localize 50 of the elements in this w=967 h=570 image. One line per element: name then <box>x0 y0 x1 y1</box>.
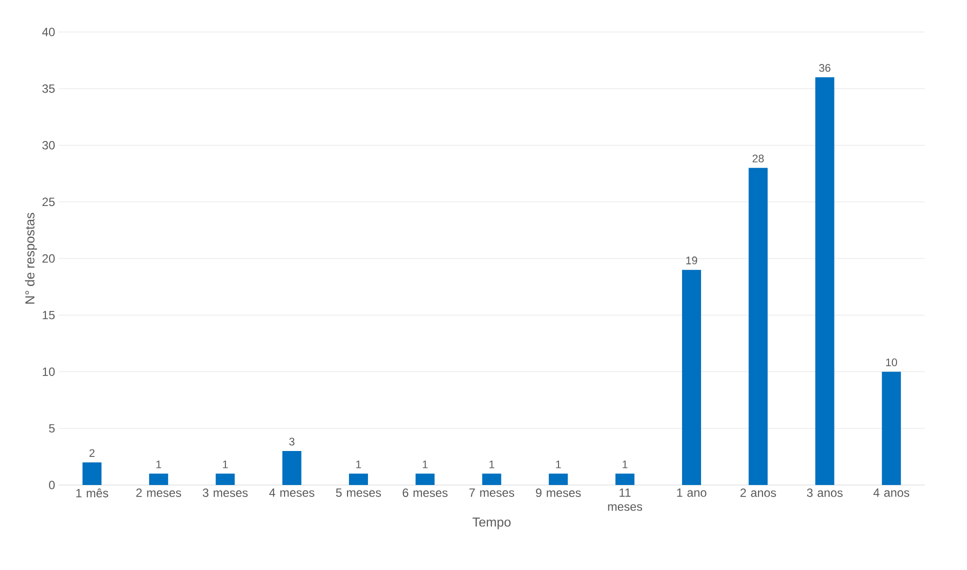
bar <box>416 474 435 485</box>
bar <box>882 372 901 485</box>
data-label: 1 <box>556 460 561 468</box>
y-tick-label: 25 <box>42 198 55 206</box>
y-tick-label: 5 <box>49 424 55 433</box>
data-label: 1 <box>156 460 162 468</box>
bar <box>682 270 702 485</box>
data-label: 3 <box>289 438 294 446</box>
x-tick-label: 9 meses <box>536 488 581 497</box>
x-axis-title: Tempo <box>472 518 511 530</box>
data-label: 1 <box>489 460 494 468</box>
bar <box>348 474 368 485</box>
y-tick-label: 30 <box>42 141 55 150</box>
y-tick-label: 20 <box>42 254 55 263</box>
bar <box>815 77 834 485</box>
data-label: 10 <box>886 358 898 366</box>
x-tick-label: 4 anos <box>873 488 910 497</box>
y-tick-label: 0 <box>48 480 55 490</box>
bar <box>82 462 102 485</box>
data-label: 1 <box>622 460 628 468</box>
y-tick-label: 15 <box>42 310 55 320</box>
x-tick-label: 6 meses <box>402 488 448 497</box>
x-tick-label: 7 meses <box>469 488 514 497</box>
y-axis-title: N° de respostas <box>24 212 38 304</box>
y-tick-label: 40 <box>42 28 55 36</box>
bar <box>482 474 502 485</box>
data-label: 2 <box>90 449 94 457</box>
x-tick-label: 2 anos <box>740 488 776 497</box>
data-label: 1 <box>223 460 228 468</box>
data-label: 1 <box>356 460 361 468</box>
bar <box>216 474 235 485</box>
x-tick-label: 11 meses <box>608 488 642 511</box>
x-tick-label: 1 ano <box>677 488 706 497</box>
data-label: 28 <box>752 154 764 162</box>
y-tick-label: 35 <box>42 84 55 93</box>
bar <box>282 451 302 485</box>
data-label: 1 <box>422 460 428 468</box>
bar <box>548 474 568 485</box>
x-tick-label: 3 anos <box>806 488 843 497</box>
bar <box>149 474 168 485</box>
x-tick-label: 5 meses <box>336 488 381 497</box>
x-tick-label: 1 mês <box>76 488 108 498</box>
y-tick-label: 10 <box>42 368 55 376</box>
bar <box>615 474 634 485</box>
bar <box>748 168 768 485</box>
data-label: 36 <box>819 64 830 72</box>
x-tick-label: 3 meses <box>202 488 248 497</box>
x-tick-label: 2 meses <box>136 488 182 497</box>
x-tick-label: 4 meses <box>269 488 314 497</box>
data-label: 19 <box>686 256 698 264</box>
